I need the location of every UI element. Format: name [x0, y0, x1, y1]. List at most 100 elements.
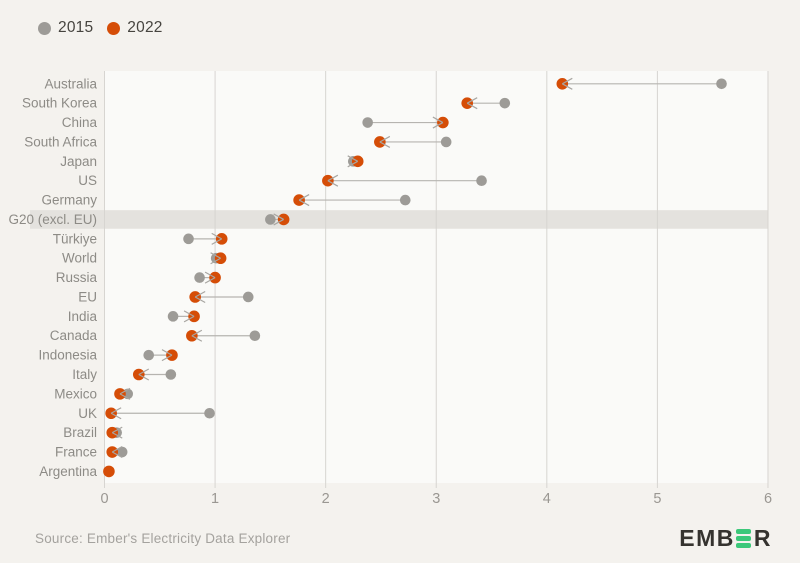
row-label-south-korea: South Korea	[22, 96, 98, 111]
source-attribution: Source: Ember's Electricity Data Explore…	[35, 531, 291, 546]
arrowhead-upper-2	[432, 116, 444, 124]
dot-2015-India	[167, 311, 179, 322]
arrowhead-lower-12	[183, 315, 195, 323]
dot-2015-Russia	[194, 272, 205, 283]
arrowhead-upper-19	[111, 445, 123, 453]
row-label-south-africa: South Africa	[24, 134, 97, 149]
dot-2022-Argentina	[103, 465, 115, 478]
row-label-india: India	[68, 309, 98, 324]
logo-text-emb: EMB	[679, 525, 735, 551]
x-tick-label-5: 5	[653, 491, 661, 507]
arrowhead-lower-6	[298, 199, 310, 207]
row-label-g20-excl-eu: G20 (excl. EU)	[8, 212, 97, 227]
row-label-argentina: Argentina	[39, 464, 97, 479]
arrowhead-upper-13	[191, 329, 203, 337]
row-label-world: World	[62, 251, 97, 266]
row-label-uk: UK	[78, 406, 97, 421]
x-tick-label-3: 3	[432, 491, 440, 507]
legend-label-2022: 2022	[127, 19, 163, 36]
dot-2015-Italy	[165, 369, 177, 380]
chart-legend: 2015 2022	[38, 19, 163, 37]
arrowhead-lower-4	[347, 160, 359, 168]
arrowhead-upper-1	[466, 97, 478, 104]
arrowhead-lower-19	[111, 451, 123, 459]
dot-2015-China	[362, 117, 373, 128]
legend-item-2015: 2015	[38, 19, 93, 37]
arrowhead-upper-15	[138, 368, 150, 376]
row-label-us: US	[78, 173, 97, 188]
dot-2015-South Africa	[440, 136, 452, 148]
highlight-band-g20	[30, 210, 768, 229]
arrowhead-upper-4	[347, 155, 359, 162]
arrowhead-upper-18	[111, 426, 123, 434]
arrowhead-upper-11	[194, 290, 206, 298]
row-label-brazil: Brazil	[63, 425, 97, 440]
dot-2015-France	[116, 446, 128, 458]
x-tick-label-6: 6	[764, 491, 772, 507]
row-label-italy: Italy	[72, 367, 97, 382]
dot-2015-Canada	[249, 330, 261, 342]
arrowhead-lower-9	[210, 257, 221, 265]
row-label-china: China	[62, 115, 98, 130]
arrowhead-lower-1	[466, 102, 478, 110]
dot-2022-UK	[105, 407, 117, 420]
row-label-russia: Russia	[56, 270, 98, 285]
arrowhead-lower-16	[119, 393, 131, 400]
arrowhead-upper-0	[562, 77, 573, 85]
logo-green-e-icon	[736, 529, 752, 548]
dot-2015-Australia	[716, 78, 727, 90]
legend-dot-2015-icon	[38, 21, 51, 35]
dot-2015-UK	[204, 407, 215, 419]
row-label-germany: Germany	[41, 193, 97, 208]
arrowhead-lower-14	[161, 354, 173, 362]
arrowhead-lower-13	[191, 335, 203, 342]
arrowhead-lower-5	[327, 180, 339, 187]
arrowhead-lower-2	[432, 122, 444, 129]
dot-2015-US	[476, 175, 487, 186]
row-label-australia: Australia	[44, 76, 97, 91]
arrowhead-upper-6	[298, 194, 310, 201]
ember-logo: EMB R	[679, 525, 772, 552]
row-label-canada: Canada	[50, 328, 98, 343]
arrowhead-lower-18	[111, 432, 123, 439]
dumbbell-chart: 0 1 2 3 4 5 6 Australia South Korea China South Af…	[8, 71, 772, 507]
dot-2015-EU	[242, 291, 254, 303]
x-tick-label-4: 4	[543, 491, 551, 507]
dot-2015-Indonesia	[143, 349, 155, 361]
arrowhead-upper-3	[379, 135, 391, 143]
arrowhead-upper-17	[110, 407, 122, 414]
x-tick-label-1: 1	[211, 491, 219, 507]
row-label-japan: Japan	[60, 154, 97, 169]
arrowhead-lower-17	[110, 412, 122, 420]
arrowhead-upper-9	[210, 252, 221, 259]
dot-2015-Türkiye	[183, 233, 194, 245]
x-tick-label-2: 2	[322, 491, 330, 507]
row-label-t-rkiye: Türkiye	[53, 231, 97, 246]
x-tick-label-0: 0	[100, 491, 108, 507]
arrowhead-lower-0	[562, 83, 573, 90]
arrowhead-upper-14	[161, 349, 173, 356]
arrowhead-upper-10	[204, 271, 216, 279]
dot-2015-Germany	[399, 194, 411, 206]
dot-2015-G20 (excl. EU)	[265, 214, 276, 225]
legend-item-2022: 2022	[107, 19, 162, 37]
row-label-eu: EU	[78, 289, 97, 304]
arrowhead-upper-8	[211, 232, 223, 240]
arrowhead-lower-10	[204, 277, 216, 284]
row-label-indonesia: Indonesia	[38, 348, 97, 363]
arrowhead-lower-3	[379, 141, 391, 148]
row-label-mexico: Mexico	[54, 386, 97, 401]
row-label-france: France	[55, 445, 97, 460]
legend-dot-2022-icon	[107, 21, 121, 35]
arrowhead-upper-7	[273, 213, 284, 220]
arrowhead-lower-7	[273, 218, 284, 226]
legend-label-2015: 2015	[58, 19, 94, 36]
arrowhead-lower-8	[211, 238, 223, 245]
arrowhead-upper-5	[327, 174, 339, 182]
arrowhead-lower-15	[138, 373, 150, 381]
arrowhead-upper-12	[183, 310, 195, 317]
logo-text-r: R	[753, 525, 772, 551]
arrowhead-upper-16	[119, 387, 131, 395]
dot-2015-South Korea	[499, 97, 511, 109]
